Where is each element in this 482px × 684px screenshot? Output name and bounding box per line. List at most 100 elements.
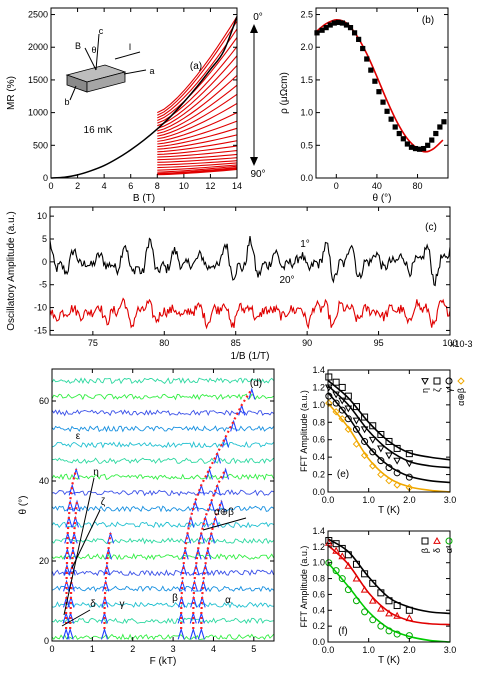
axis-a-arrow — [123, 69, 147, 75]
marker-square — [416, 146, 423, 152]
pointer-alphabeta — [202, 517, 247, 531]
marker-triangle-down — [405, 460, 414, 468]
x-axis-label: F (kT) — [150, 656, 177, 667]
fft-peak — [104, 547, 113, 560]
branch-label-alphabeta: α⊕β — [214, 507, 234, 518]
legend-label: α⊕β — [456, 388, 466, 406]
marker-triangle-up — [368, 596, 377, 604]
panel-label: (f) — [338, 626, 347, 637]
panel-label: (a) — [190, 61, 202, 72]
fft-spectrum — [51, 585, 274, 593]
marker-square — [408, 144, 415, 150]
fan-line — [157, 149, 238, 158]
marker-triangle-up — [393, 611, 401, 619]
marker-triangle-down — [352, 417, 361, 425]
panel-e: 0.0 1.0 2.0 3.0 0.0 0.2 0.4 0.6 0.8 1.0 1.2 1.4 T (K… — [299, 365, 466, 516]
lk-fit-curve — [327, 392, 451, 484]
fan-line — [157, 74, 238, 132]
y-tick-label: 0.2 — [312, 621, 325, 631]
fft-peak — [205, 467, 213, 480]
y-axis-label: FFT Amplitude (a.u.) — [299, 390, 309, 472]
x-tick-label: 10 — [179, 181, 189, 191]
inset-c-label: c — [99, 26, 104, 36]
y-tick-label: 1.5 — [300, 75, 313, 85]
marker-triangle-up — [405, 614, 414, 622]
fan-line — [157, 162, 238, 169]
fft-peak — [192, 563, 200, 576]
x-tick-label: 75 — [88, 338, 98, 348]
fft-peak — [178, 579, 186, 592]
marker-circle — [361, 608, 369, 616]
fft-spectrum — [51, 489, 274, 497]
y-tick-label: 0 — [43, 173, 48, 183]
fan-line — [157, 157, 238, 163]
panel-c: 75 80 85 90 95 100 -15 -10 -5 0 5 10 1/B (1/T) x10-3 O… — [6, 206, 473, 362]
x-tick-label: 2.0 — [403, 495, 416, 505]
marker-square — [421, 145, 427, 152]
x-tick-label: 2 — [130, 644, 135, 654]
y-tick-label: 10 — [37, 211, 47, 221]
marker-square — [429, 137, 435, 143]
marker-triangle-down — [360, 426, 369, 434]
x-tick-label: 12 — [205, 181, 215, 191]
y-tick-label: 5 — [42, 234, 47, 244]
panel-d: 0 1 2 3 4 5 0 20 40 60 F (kT) θ (°) (d) ε η ζ δ γ β α α⊕β — [18, 368, 275, 667]
marker-square — [385, 437, 393, 445]
x-tick-label: 3.0 — [444, 495, 457, 505]
fft-peak — [222, 467, 230, 480]
marker-triangle-up — [433, 536, 441, 544]
marker-circle — [369, 616, 377, 624]
legend-label: β — [420, 548, 430, 553]
axis-b-arrow — [69, 85, 77, 101]
y-tick-label: 1.0 — [312, 558, 325, 568]
branch-guide — [192, 468, 227, 629]
marker-square — [400, 136, 406, 142]
marker-square — [393, 602, 401, 610]
x-tick-label: 0 — [49, 644, 54, 654]
marker-triangle-down — [368, 436, 377, 444]
fan-line — [157, 166, 238, 174]
plot-frame — [327, 530, 451, 643]
marker-circle — [338, 575, 346, 583]
marker-square — [327, 22, 333, 28]
fft-peak — [69, 547, 77, 560]
fan-line — [157, 140, 238, 153]
y-tick-label: 0.8 — [312, 417, 325, 427]
fft-peak — [199, 579, 207, 592]
branch-guide — [103, 532, 112, 629]
fan-line — [157, 120, 238, 145]
plot-frame-b — [315, 7, 449, 179]
series-label-20deg: 20° — [279, 275, 294, 286]
series-label-1deg: 1° — [300, 239, 310, 250]
fft-spectrum — [51, 553, 274, 561]
x-tick-label: 3.0 — [444, 645, 457, 655]
marker-triangle-up — [332, 546, 340, 554]
lk-fit-curve — [327, 379, 451, 461]
marker-square — [404, 141, 410, 147]
marker-square — [356, 36, 362, 42]
rho-fit-curve — [316, 18, 444, 153]
current-I-arrow — [114, 51, 141, 60]
marker-square — [325, 537, 333, 545]
y-tick-label: 40 — [39, 476, 49, 486]
marker-triangle-down — [332, 391, 340, 399]
marker-square — [377, 589, 385, 597]
y-axis-label: FFT Amplitude (a.u.) — [299, 546, 309, 628]
marker-triangle-up — [377, 604, 385, 612]
fan-line — [157, 134, 238, 150]
x-tick-label: 4 — [102, 181, 107, 191]
marker-square — [347, 25, 354, 31]
fan-line — [157, 16, 238, 114]
marker-square — [338, 383, 346, 391]
y-tick-label: 20 — [39, 556, 49, 566]
fan-line — [157, 46, 238, 124]
fft-peak — [190, 579, 199, 592]
fft-peak — [73, 499, 81, 512]
branch-label-epsilon: ε — [76, 431, 81, 442]
lk-fit-curve — [327, 544, 451, 626]
axis-c-arrow — [95, 33, 100, 71]
fft-peak — [230, 419, 238, 432]
oscillation-series — [49, 236, 451, 287]
marker-square — [437, 124, 443, 130]
pointer-zeta — [71, 509, 101, 569]
